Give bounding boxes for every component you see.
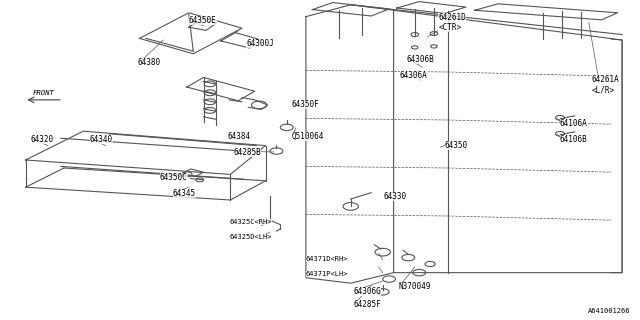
Text: 64380: 64380 xyxy=(138,58,161,67)
Text: 64261D
<CTR>: 64261D <CTR> xyxy=(438,13,466,32)
Text: 64345: 64345 xyxy=(173,189,196,198)
Text: 64306G: 64306G xyxy=(353,287,381,296)
Text: 64350: 64350 xyxy=(445,141,468,150)
Text: 64261A
<L/R>: 64261A <L/R> xyxy=(592,75,620,94)
Text: A641001266: A641001266 xyxy=(588,308,630,314)
Text: 64330: 64330 xyxy=(384,192,407,201)
Text: 64300J: 64300J xyxy=(246,39,274,48)
Text: 64306B: 64306B xyxy=(406,55,434,64)
Text: 64320: 64320 xyxy=(31,135,54,144)
Text: 64350C: 64350C xyxy=(160,173,188,182)
Text: 64371P<LH>: 64371P<LH> xyxy=(306,271,348,276)
Text: 64106A: 64106A xyxy=(560,119,588,128)
Text: 64285B: 64285B xyxy=(234,148,261,156)
Text: 64350F: 64350F xyxy=(291,100,319,108)
Text: N370049: N370049 xyxy=(398,282,431,291)
Text: 64285F: 64285F xyxy=(353,300,381,309)
Text: 64371D<RH>: 64371D<RH> xyxy=(306,256,348,262)
Text: Q510064: Q510064 xyxy=(291,132,324,140)
Text: 64306A: 64306A xyxy=(400,71,428,80)
Text: 64325C<RH>: 64325C<RH> xyxy=(229,220,271,225)
Text: 64106B: 64106B xyxy=(560,135,588,144)
Text: FRONT: FRONT xyxy=(33,91,54,96)
Text: 64350E: 64350E xyxy=(189,16,216,25)
Text: 64384: 64384 xyxy=(227,132,250,140)
Text: 64325D<LH>: 64325D<LH> xyxy=(229,234,271,240)
Text: 64340: 64340 xyxy=(90,135,113,144)
